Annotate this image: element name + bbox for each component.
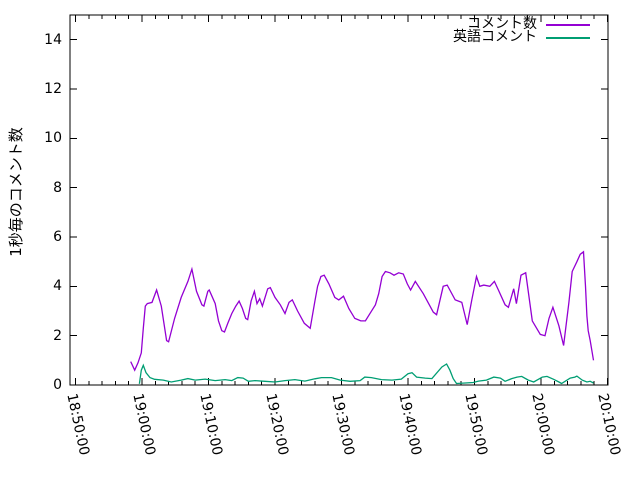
legend-label-english-comments: 英語コメント	[453, 29, 537, 45]
y-tick-label: 0	[53, 377, 62, 393]
y-tick-label: 10	[44, 130, 62, 147]
legend: コメント数 英語コメント	[453, 16, 590, 45]
legend-line-sample-comments	[546, 23, 590, 26]
y-tick-label: 8	[53, 179, 62, 196]
y-tick-label: 4	[53, 278, 62, 295]
y-tick-label: 12	[44, 81, 62, 97]
legend-label-comments: コメント数	[467, 16, 537, 32]
legend-line-sample-english-comments	[546, 36, 590, 39]
y-tick-label: 14	[44, 31, 62, 48]
legend-entry-english-comments: 英語コメント	[453, 29, 590, 45]
y-tick-label: 6	[53, 229, 62, 245]
legend-entry-comments: コメント数	[467, 16, 590, 32]
y-tick-label: 2	[53, 327, 62, 344]
